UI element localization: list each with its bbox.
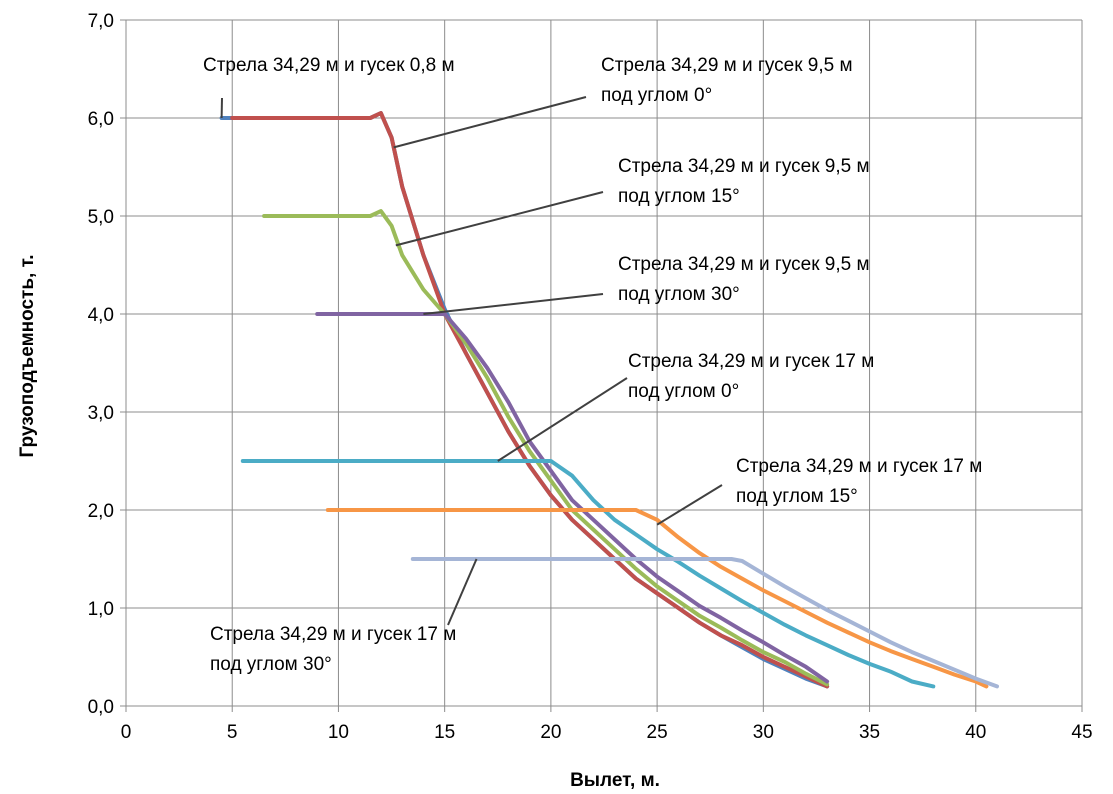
x-tick-label: 40 — [965, 722, 986, 743]
series-line — [262, 209, 830, 687]
annotation-leader — [656, 484, 723, 526]
x-tick-label: 25 — [647, 722, 668, 743]
x-tick-label: 30 — [753, 722, 774, 743]
annotation-label: под углом 0° — [601, 85, 712, 106]
y-tick-label: 7,0 — [88, 11, 114, 32]
y-tick-label: 1,0 — [88, 599, 114, 620]
x-tick-label: 35 — [859, 722, 880, 743]
y-tick-label: 0,0 — [88, 697, 114, 718]
y-tick-label: 2,0 — [88, 501, 114, 522]
series-line — [240, 459, 936, 689]
x-tick-label: 5 — [227, 722, 238, 743]
grid — [120, 19, 1083, 712]
series-lines — [219, 111, 999, 689]
annotation-label: под углом 30° — [618, 284, 740, 305]
annotation-label: Стрела 34,29 м и гусек 17 м — [736, 456, 982, 477]
annotation-label: Стрела 34,29 м и гусек 9,5 м — [618, 156, 870, 177]
annotation-label: Стрела 34,29 м и гусек 17 м — [628, 351, 874, 372]
annotations: Стрела 34,29 м и гусек 0,8 м Стрела 34,29… — [203, 55, 982, 675]
annotation-leader — [395, 191, 604, 247]
annotation-label: под углом 0° — [628, 381, 739, 402]
series-line — [410, 557, 999, 689]
x-tick-label: 10 — [328, 722, 349, 743]
annotation-label: Стрела 34,29 м и гусек 0,8 м — [203, 55, 455, 76]
annotation-label: под углом 30° — [210, 654, 332, 675]
annotation-leader — [393, 96, 587, 149]
annotation-leaders — [220, 96, 723, 626]
annotation-label: под углом 15° — [618, 186, 740, 207]
x-tick-label: 15 — [434, 722, 455, 743]
annotation-label: под углом 15° — [736, 486, 858, 507]
y-tick-label: 6,0 — [88, 109, 114, 130]
annotation-leader — [447, 558, 478, 626]
y-tick-label: 3,0 — [88, 403, 114, 424]
series-line — [315, 312, 830, 684]
x-tick-label: 45 — [1071, 722, 1092, 743]
y-tick-label: 4,0 — [88, 305, 114, 326]
annotation-leader — [423, 293, 604, 315]
x-tick-label: 20 — [540, 722, 561, 743]
series-line — [230, 111, 830, 689]
y-tick-label: 5,0 — [88, 207, 114, 228]
tick-labels: 0 5 10 15 20 25 30 35 40 45 0,0 1,0 2,0 3,0 4,0 5,0 6,0 7… — [88, 11, 1093, 743]
annotation-leader — [497, 377, 628, 462]
annotation-label: Стрела 34,29 м и гусек 17 м — [210, 624, 456, 645]
annotation-label: Стрела 34,29 м и гусек 9,5 м — [618, 254, 870, 275]
x-tick-label: 0 — [121, 722, 132, 743]
x-axis-title: Вылет, м. — [570, 770, 660, 791]
y-axis-title: Грузоподъемность, т. — [17, 254, 38, 457]
annotation-label: Стрела 34,29 м и гусек 9,5 м — [601, 55, 853, 76]
